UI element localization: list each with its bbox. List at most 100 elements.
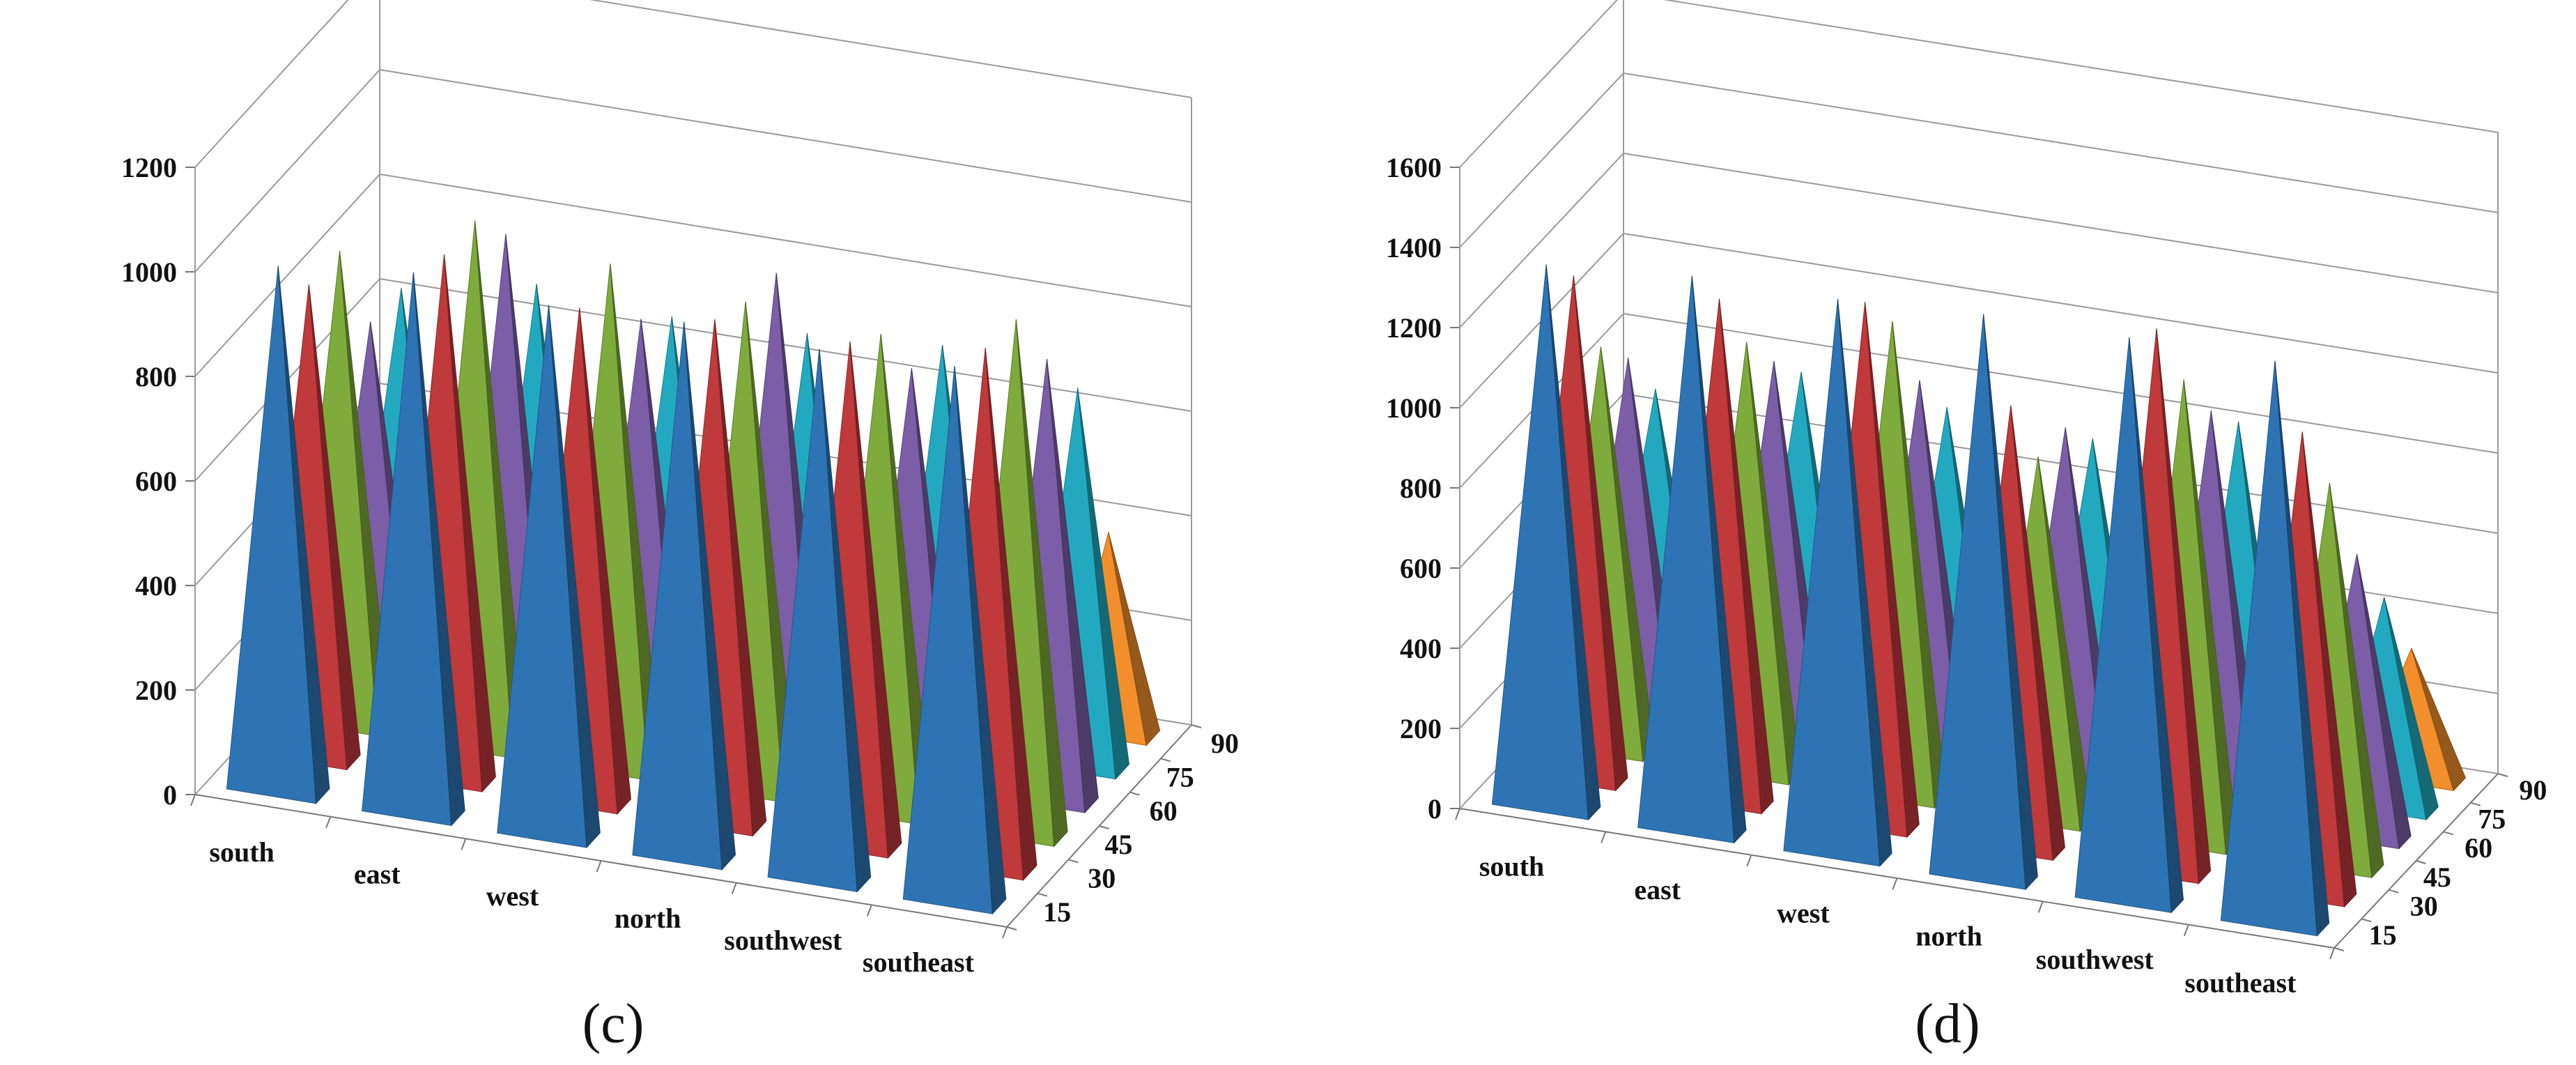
y-tick-label: 200 [1400,713,1442,744]
depth-label: 30 [1088,863,1116,894]
y-tick-label: 800 [1400,473,1442,504]
pyramid-southwest-15 [767,348,872,893]
panel-label-c: (c) [583,993,645,1055]
pyramid-side-face [2411,648,2467,792]
pyramid-side-face [1015,319,1068,848]
depth-tick [1068,859,1079,864]
depth-label: 15 [2369,919,2397,951]
depth-tick [1099,825,1109,829]
pyramid-side-face [1983,314,2038,891]
pyramid-west-15 [1783,298,1892,867]
panel-label-d: (d) [1915,993,1980,1055]
pyramid-side-face [1865,302,1920,838]
category-tick [190,794,196,806]
y-tick-label: 1000 [1386,392,1442,424]
y-tick-label: 400 [1400,633,1442,664]
gridline [194,68,1192,273]
category-tick [1455,808,1460,820]
pyramid-side-face [2010,405,2065,861]
y-tick-label: 1400 [1386,232,1442,263]
pyramid-side-face [1108,532,1161,746]
y-tick-label: 600 [135,466,177,497]
pyramid-side-face [1573,275,1628,792]
depth-tick [2389,889,2399,894]
category-label-east: east [354,859,401,890]
category-tick [461,838,467,850]
depth-tick [2361,918,2372,923]
pyramid-side-face [548,305,601,849]
y-tick-label: 1600 [1386,152,1442,183]
depth-tick [1160,758,1171,763]
depth-label: 60 [2465,832,2492,864]
category-tick [1746,855,1752,867]
y-tick-label: 1000 [121,256,177,288]
pyramid-side-face [1691,275,1747,844]
category-label-west: west [1777,897,1830,928]
pyramid-side-face [579,307,631,815]
y-tick-label: 200 [135,675,177,706]
category-tick [2037,901,2044,913]
pyramid-highlight [1929,314,1984,874]
pyramid-south-15 [1491,264,1601,821]
pyramid-east-15 [1637,275,1747,844]
pyramid-side-face [1047,358,1099,814]
pyramid-north-15 [632,321,736,871]
pyramid-highlight [768,348,819,878]
pyramid-side-face [1545,264,1601,821]
pyramid-highlight [903,366,955,900]
category-label-south: south [209,836,274,868]
pyramid-side-face [2301,431,2357,908]
y-tick-label: 800 [135,361,177,392]
category-label-southeast: southeast [863,947,975,978]
y-tick-label: 0 [163,779,177,811]
pyramid-side-face [2129,337,2184,914]
pyramid-highlight [1783,299,1838,851]
chart-panel-c: 020040060080010001200southeastwestnorths… [121,0,1239,978]
pyramid-side-face [849,341,902,859]
depth-label: 90 [2519,774,2547,806]
category-label-southwest: southwest [724,925,842,956]
pyramid-side-face [684,321,736,871]
depth-label: 75 [2478,804,2506,835]
pyramid-side-face [2156,328,2212,884]
y-tick-label: 400 [135,570,177,602]
pyramid-north-15 [1929,314,2038,891]
pyramid-side-face [277,266,330,804]
pyramid-side-face [2357,553,2412,850]
pyramid-side-face [444,254,496,793]
depth-label: 90 [1211,728,1239,759]
pyramid-highlight [1492,264,1547,804]
category-tick [1002,926,1008,939]
pyramid-west-15 [497,305,601,849]
depth-label: 75 [1166,762,1194,793]
gridline [1459,0,2499,168]
pyramid-south-15 [226,266,330,804]
depth-tick [2497,773,2508,777]
depth-tick [2416,860,2426,864]
depth-tick [1037,892,1048,897]
pyramid-highlight [2221,360,2275,921]
pyramid-side-face [2384,597,2439,821]
category-tick [325,816,332,829]
pyramid-side-face [714,319,767,837]
pyramid-side-face [1837,298,1892,867]
pyramid-side-face [308,284,361,771]
depth-label: 30 [2410,891,2438,922]
category-label-north: north [1915,921,1982,952]
y-tick-label: 1200 [1386,312,1442,344]
pyramid-southeast-15 [2220,360,2330,937]
category-label-east: east [1634,874,1681,905]
pyramid-side-face [1719,298,1774,815]
category-label-south: south [1479,851,1544,882]
pyramid-side-face [2329,482,2384,879]
depth-tick [2443,831,2453,836]
pyramid-southeast-15 [902,365,1007,915]
gridline [1459,152,2499,328]
category-label-west: west [486,880,539,912]
pyramid-side-face [1077,388,1129,780]
category-label-north: north [615,903,681,934]
depth-label: 45 [2423,861,2451,893]
chart-panel-d: 02004006008001000120014001600southeastwe… [1386,0,2547,998]
depth-label: 60 [1150,795,1178,827]
